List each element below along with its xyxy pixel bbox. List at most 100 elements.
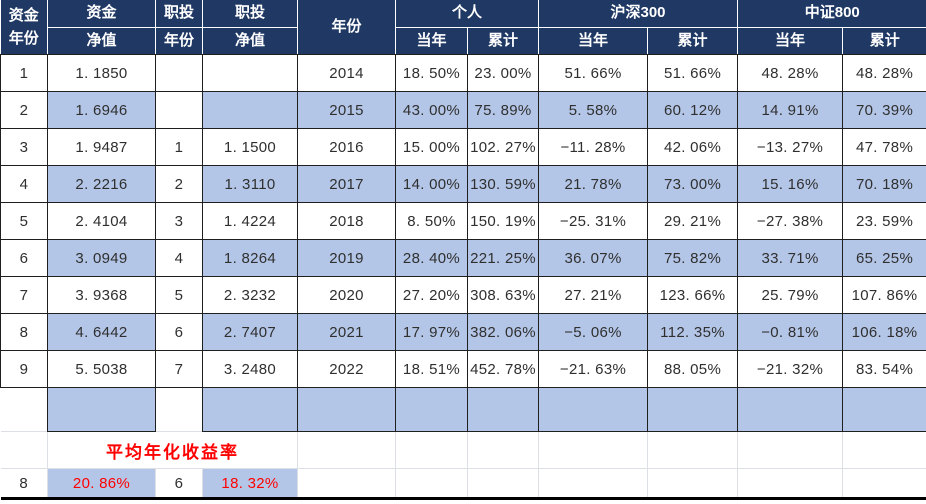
cell: 308. 63%	[466, 276, 540, 314]
cell: 21. 78%	[538, 165, 649, 203]
cell: 3. 0949	[47, 239, 156, 277]
cell	[538, 468, 649, 500]
cell: 3	[0, 128, 48, 166]
header-fund-nav-bottom: 净值	[47, 27, 156, 55]
cell: 43. 00%	[395, 91, 468, 129]
cell: 6	[155, 313, 203, 351]
cell: 48. 28%	[737, 54, 844, 92]
cell: 1. 6946	[47, 91, 156, 129]
cell: 1	[0, 54, 48, 92]
cell: 65. 25%	[842, 239, 926, 277]
cell: 5. 5038	[47, 350, 156, 388]
table-row-empty	[0, 387, 926, 432]
cell: 1. 1850	[47, 54, 156, 92]
cell	[737, 431, 844, 469]
cell: 14. 00%	[395, 165, 468, 203]
header-fund-year-bottom: 年份	[8, 30, 39, 47]
cell	[202, 91, 298, 129]
cell: 29. 21%	[647, 202, 739, 240]
cell: −25. 31%	[538, 202, 649, 240]
header-personal-cumulative: 累计	[466, 27, 540, 55]
cell: 5. 58%	[538, 91, 649, 129]
cell: 15. 00%	[395, 128, 468, 166]
cell: 2014	[297, 54, 396, 92]
header-year: 年份	[297, 0, 396, 55]
cell	[155, 54, 203, 92]
cell: 452. 78%	[466, 350, 540, 388]
cell: 23. 59%	[842, 202, 926, 240]
cell: 130. 59%	[466, 165, 540, 203]
cell: 1. 4224	[202, 202, 298, 240]
summary-fund-avg: 20. 86%	[47, 468, 156, 500]
header-zz800-current: 当年	[737, 27, 844, 55]
cell: 60. 12%	[647, 91, 739, 129]
cell: 73. 00%	[647, 165, 739, 203]
header-fund-year: 资金 年份	[0, 0, 48, 55]
header-personal-current: 当年	[395, 27, 468, 55]
cell: −21. 32%	[737, 350, 844, 388]
cell: 382. 06%	[466, 313, 540, 351]
cell: 1	[155, 128, 203, 166]
cell: 3	[155, 202, 203, 240]
cell: 2016	[297, 128, 396, 166]
cell: −11. 28%	[538, 128, 649, 166]
cell: 25. 79%	[737, 276, 844, 314]
cell	[395, 387, 468, 432]
cell	[647, 431, 739, 469]
header-zz800-cumulative: 累计	[842, 27, 926, 55]
cell: −21. 63%	[538, 350, 649, 388]
table-row-2020: 7 3. 9368 5 2. 3232 2020 27. 20% 308. 63…	[0, 276, 926, 314]
header-row-subs: 净值 年份 净值 当年 累计 当年 累计 当年 累计	[1, 27, 926, 55]
table-row-2022: 9 5. 5038 7 3. 2480 2022 18. 51% 452. 78…	[0, 350, 926, 388]
cell: −0. 81%	[737, 313, 844, 351]
cell	[297, 468, 396, 500]
cell: 14. 91%	[737, 91, 844, 129]
summary-label-row: 平均年化收益率	[0, 431, 926, 469]
cell: 36. 07%	[538, 239, 649, 277]
cell: 18. 51%	[395, 350, 468, 388]
cell: 6	[0, 239, 48, 277]
cell: 2015	[297, 91, 396, 129]
cell: 33. 71%	[737, 239, 844, 277]
cell: 5	[155, 276, 203, 314]
cell: 4. 6442	[47, 313, 156, 351]
cell	[0, 431, 48, 469]
cell: 15. 16%	[737, 165, 844, 203]
summary-title: 平均年化收益率	[47, 431, 298, 469]
cell	[466, 431, 540, 469]
table-body: 1 1. 1850 2014 18. 50% 23. 00% 51. 66% 5…	[0, 54, 926, 500]
cell: 9	[0, 350, 48, 388]
cell: 1. 8264	[202, 239, 298, 277]
cell: 102. 27%	[466, 128, 540, 166]
table-row-2017: 4 2. 2216 2 1. 3110 2017 14. 00% 130. 59…	[0, 165, 926, 203]
cell	[202, 387, 298, 432]
header-pro-year-top: 职投	[155, 0, 203, 28]
cell: 107. 86%	[842, 276, 926, 314]
cell: 2022	[297, 350, 396, 388]
table-row-2018: 5 2. 4104 3 1. 4224 2018 8. 50% 150. 19%…	[0, 202, 926, 240]
summary-values-row: 8 20. 86% 6 18. 32%	[0, 468, 926, 500]
cell: 5	[0, 202, 48, 240]
header-pro-nav-top: 职投	[202, 0, 298, 28]
cell: 88. 05%	[647, 350, 739, 388]
cell: 83. 54%	[842, 350, 926, 388]
summary-fund-years: 8	[0, 468, 48, 500]
cell: 51. 66%	[538, 54, 649, 92]
cell: −5. 06%	[538, 313, 649, 351]
cell: 27. 20%	[395, 276, 468, 314]
cell	[842, 468, 926, 500]
cell	[297, 387, 396, 432]
cell: 2. 3232	[202, 276, 298, 314]
cell: 2. 4104	[47, 202, 156, 240]
cell: 48. 28%	[842, 54, 926, 92]
cell: 7	[0, 276, 48, 314]
cell: 2	[0, 91, 48, 129]
cell: 27. 21%	[538, 276, 649, 314]
cell	[647, 468, 739, 500]
cell: 23. 00%	[466, 54, 540, 92]
cell: 123. 66%	[647, 276, 739, 314]
cell	[842, 431, 926, 469]
cell	[0, 387, 48, 432]
header-group-personal: 个人	[394, 0, 540, 28]
cell: −27. 38%	[737, 202, 844, 240]
